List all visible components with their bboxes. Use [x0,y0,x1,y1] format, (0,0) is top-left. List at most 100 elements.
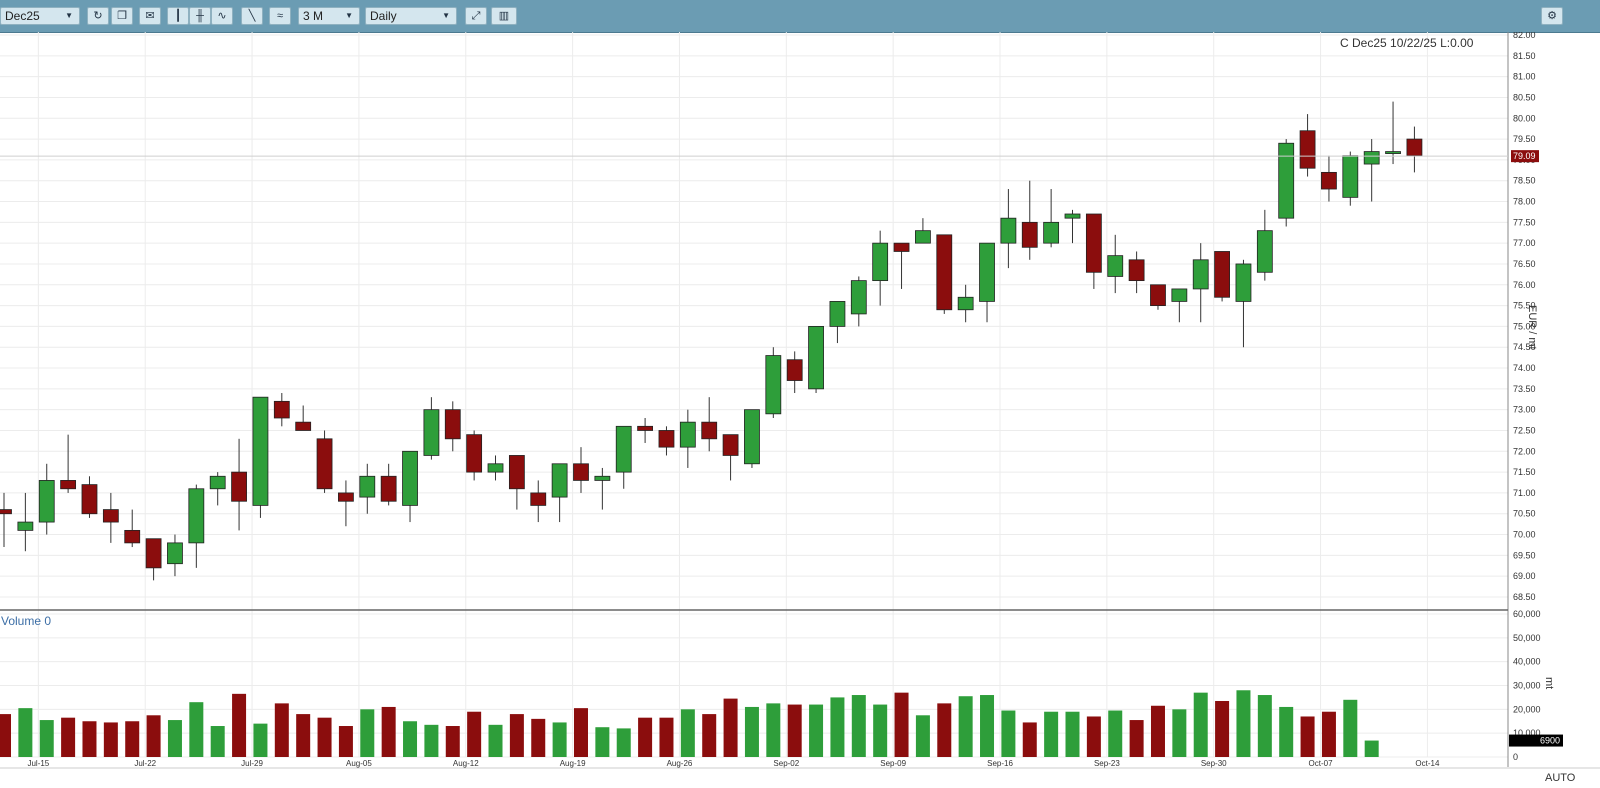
volume-bar-up [360,709,375,757]
candle-up [551,463,568,498]
gear-icon[interactable]: ⚙ [1541,7,1563,25]
price-tick-label: 82.00 [1513,32,1536,40]
date-tick-label: Oct-14 [1415,759,1440,768]
price-tick-label: 77.00 [1513,238,1536,248]
volume-tick-label: 20,000 [1513,704,1541,714]
candle-up [423,409,440,456]
date-tick-label: Sep-16 [987,759,1013,768]
volume-bar-up [595,727,610,757]
last-volume-value: 6900 [1540,736,1560,746]
volume-bar-down [638,717,653,757]
price-tick-label: 69.50 [1513,550,1536,560]
volume-bar-up [1044,711,1059,757]
volume-bar-down [317,717,332,757]
candle-up [359,475,376,498]
range-value: 3 M [303,9,324,23]
contract-select[interactable]: Dec25 ▼ [0,7,80,25]
date-tick-label: Sep-02 [773,759,799,768]
volume-bar-down [1300,716,1315,757]
candle-up [850,280,867,315]
date-tick-label: Aug-12 [453,759,479,768]
date-tick-label: Jul-15 [27,759,49,768]
range-select[interactable]: 3 M ▼ [298,7,360,25]
auto-scale-button[interactable]: AUTO [1545,772,1576,784]
candlestick-icon[interactable]: ┃ [167,7,189,25]
date-tick-label: Oct-07 [1309,759,1334,768]
mail-icon[interactable]: ✉ [139,7,161,25]
candle-down [1128,259,1145,282]
candle-up [679,421,696,448]
price-tick-label: 73.00 [1513,405,1536,415]
volume-bar-down [125,721,140,757]
price-tick-label: 74.00 [1513,363,1536,373]
volume-tick-label: 30,000 [1513,681,1541,691]
chart-settings-icon[interactable]: ▥ [491,7,517,25]
last-price-badge [1511,150,1539,163]
chart-info-text: C Dec25 10/22/25 L:0.00 [1340,36,1474,50]
price-tick-label: 76.00 [1513,280,1536,290]
trendline-icon[interactable]: ╲ [241,7,263,25]
candle-up [1342,155,1359,198]
volume-bar-down [1086,716,1101,757]
price-tick-label: 71.00 [1513,488,1536,498]
price-tick-label: 76.50 [1513,259,1536,269]
price-tick-label: 72.50 [1513,425,1536,435]
candle-up [872,242,889,282]
volume-bar-down [146,715,161,757]
candle-up [957,296,974,311]
candle-up [17,521,34,531]
chart-toolbar: Dec25 ▼ ↻ ❐ ✉ ┃ ╫ ∿ ╲ ≈ 3 M ▼ Daily ▼ ⤢ … [0,0,1600,33]
date-tick-label: Sep-23 [1094,759,1120,768]
candle-up [829,301,846,327]
volume-bar-up [958,696,973,757]
price-tick-label: 81.50 [1513,51,1536,61]
price-tick-label: 78.00 [1513,197,1536,207]
volume-bar-up [980,695,995,757]
interval-select[interactable]: Daily ▼ [365,7,457,25]
studies-icon[interactable]: ≈ [269,7,291,25]
line-chart-icon[interactable]: ∿ [211,7,233,25]
volume-bar-up [253,723,268,757]
price-tick-label: 69.00 [1513,571,1536,581]
volume-bar-down [1022,722,1037,757]
candle-up [1256,230,1273,273]
volume-bar-up [1364,740,1379,757]
candle-up [744,409,760,465]
candle-up [615,425,632,473]
candle-up [979,242,995,302]
candle-down [1085,213,1102,273]
copy-icon[interactable]: ❐ [111,7,133,25]
candle-up [402,450,418,506]
refresh-icon[interactable]: ↻ [87,7,109,25]
candle-up [38,480,55,523]
date-tick-label: Sep-30 [1201,759,1227,768]
price-tick-label: 73.50 [1513,384,1536,394]
volume-bar-up [1236,690,1251,757]
volume-bar-up [809,704,824,757]
volume-bar-down [531,718,546,757]
volume-bar-down [445,726,460,757]
candle-down [1150,284,1166,306]
price-tick-label: 80.50 [1513,92,1536,102]
volume-bar-down [1321,711,1336,757]
volume-bar-down [702,714,717,757]
volume-bar-up [1172,709,1187,757]
volume-bar-down [1129,720,1144,757]
volume-bar-up [552,722,567,757]
candle-down [637,425,653,431]
volume-bar-up [1193,692,1208,757]
volume-bar-up [851,695,866,757]
ohlc-bar-icon[interactable]: ╫ [189,7,211,25]
candle-down [1299,130,1316,169]
volume-tick-label: 0 [1513,752,1518,762]
volume-bar-up [616,728,631,757]
candle-down [722,434,739,456]
price-tick-label: 77.50 [1513,217,1536,227]
volume-bar-down [787,704,802,757]
price-tick-label: 70.50 [1513,509,1536,519]
volume-bar-up [744,706,759,757]
price-volume-chart: 68.50 69.00 69.50 70.00 70.50 71.00 71.50 72.00… [0,32,1600,769]
volume-bar-up [424,724,439,757]
fullscreen-icon[interactable]: ⤢ [465,7,487,25]
price-tick-label: 78.50 [1513,176,1536,186]
